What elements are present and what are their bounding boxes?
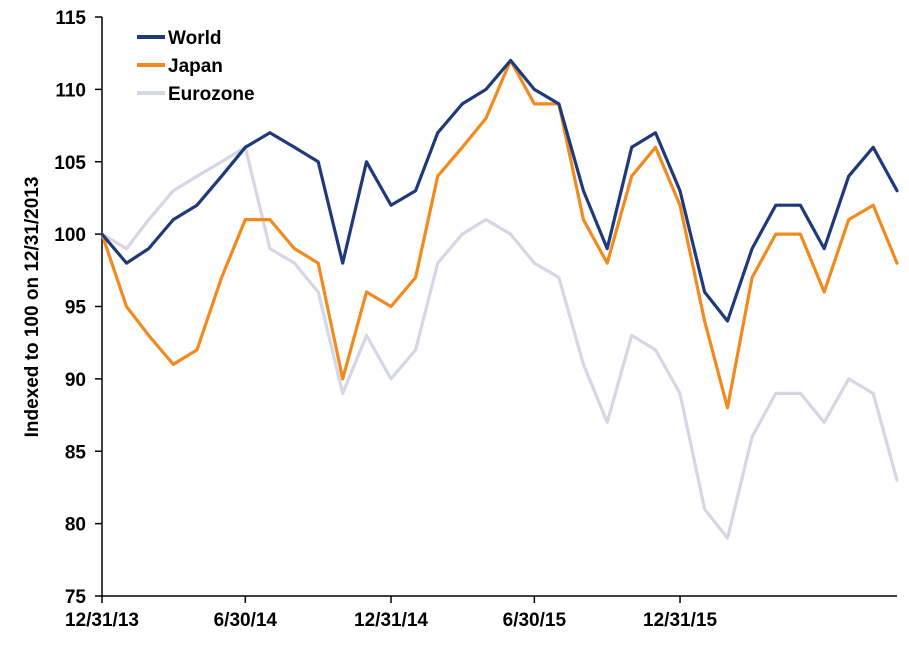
y-axis-label: Indexed to 100 on 12/31/2013 [22, 177, 43, 438]
legend-label-japan: Japan [168, 56, 223, 77]
y-tick-label: 95 [65, 298, 87, 319]
series-line-japan [100, 58, 899, 410]
x-tick-label: 12/31/15 [643, 610, 717, 631]
legend-label-eurozone: Eurozone [168, 84, 255, 105]
y-tick-label: 100 [54, 225, 86, 246]
x-tick-label: 6/30/14 [214, 610, 278, 631]
axis-ticks: 75 80 85 90 95 100 105 110 115 12/31/13 6/30/14 12/… [54, 8, 717, 631]
y-tick-label: 75 [65, 587, 87, 608]
y-tick-label: 115 [55, 8, 86, 29]
x-tick-label: 6/30/15 [503, 610, 567, 631]
y-tick-label: 80 [65, 515, 86, 536]
y-tick-label: 85 [65, 442, 87, 463]
legend: World Japan Eurozone [137, 28, 255, 105]
legend-label-world: World [168, 28, 221, 49]
x-tick-label: 12/31/14 [354, 610, 428, 631]
series-lines [100, 58, 899, 540]
y-tick-label: 90 [65, 370, 86, 391]
y-tick-label: 105 [54, 153, 86, 174]
x-tick-label: 12/31/13 [65, 610, 139, 631]
series-line-eurozone [100, 145, 899, 540]
series-line-world [100, 58, 899, 323]
y-tick-label: 110 [55, 80, 86, 101]
